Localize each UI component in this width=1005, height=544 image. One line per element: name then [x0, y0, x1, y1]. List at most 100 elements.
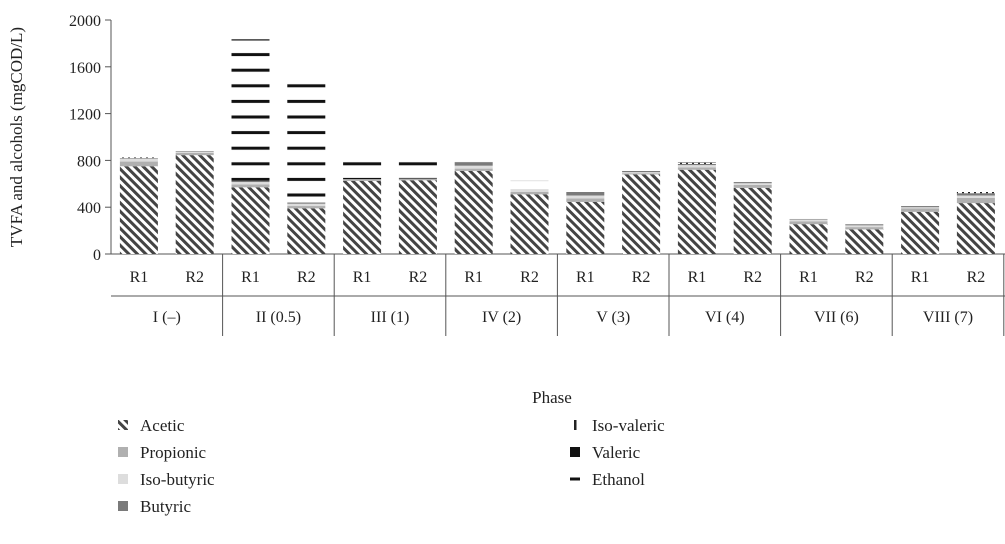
bar-segment-acetic [845, 229, 884, 254]
bar-segment-propionic [175, 152, 214, 156]
bar-segment-ethanol [677, 162, 716, 163]
legend-swatch-propionic [118, 447, 128, 457]
bar-segment-butyric [119, 158, 158, 159]
legend-swatch-acetic [118, 420, 128, 430]
legend-label-butyric: Butyric [140, 497, 191, 516]
x-category-label: R1 [911, 269, 930, 286]
bar-segment-iso-butyric [677, 165, 716, 168]
bar-segment-propionic [119, 161, 158, 167]
bar-segment-butyric [845, 224, 884, 226]
bar-segment-iso-butyric [287, 203, 326, 207]
bar-segment-propionic [343, 179, 382, 181]
bar-segment-propionic [677, 167, 716, 170]
bar-segment-butyric [454, 162, 493, 166]
legend-label-acetic: Acetic [140, 416, 185, 435]
legend-label-propionic: Propionic [140, 443, 207, 462]
bar-segment-acetic [454, 170, 493, 254]
bar-segment-ethanol [175, 150, 214, 152]
x-category-label: R2 [855, 269, 874, 286]
bar-segment-acetic [175, 155, 214, 254]
y-tick-label: 400 [77, 200, 101, 217]
y-tick-label: 2000 [69, 13, 101, 30]
bar-segment-acetic [566, 201, 605, 254]
bar-segment-propionic [287, 206, 326, 209]
legend: Acetic Propionic Iso-butyric Butyric Iso-val… [118, 416, 665, 516]
bar-segment-butyric [901, 206, 940, 208]
bar-segment-acetic [398, 180, 437, 254]
bar-segment-acetic [901, 211, 940, 254]
bar-segment-ethanol [622, 170, 661, 171]
x-category-label: R2 [520, 269, 539, 286]
bar-segment-propionic [956, 197, 995, 204]
bar-segment-acetic [733, 187, 772, 254]
x-axis: R1 R2 R1 R2 R1 R2 R1 R2 R1 R2 R1 R2 R1 R2 R1 R2 I (–) II… [111, 253, 1005, 407]
bar-segment-ethanol [454, 161, 493, 163]
bar-segment-acetic [510, 194, 549, 254]
bar-segment-acetic [231, 187, 270, 254]
bar-segment-butyric [231, 180, 270, 183]
bar-segment-iso-butyric [119, 158, 158, 162]
bar-segment-ethanol [566, 190, 605, 192]
bar-segment-iso-butyric [454, 165, 493, 169]
y-tick-label: 1200 [69, 107, 101, 124]
legend-swatch-ethanol [570, 477, 580, 481]
x-category-label: R2 [967, 269, 986, 286]
legend-swatch-butyric [118, 501, 128, 511]
bar-segment-iso-butyric [789, 219, 828, 222]
x-category-label: R2 [632, 269, 651, 286]
bar-segment-butyric [287, 202, 326, 204]
bar-segment-propionic [231, 184, 270, 188]
x-category-label: R1 [688, 269, 707, 286]
bar-segment-ethanol [287, 72, 326, 203]
bar-segment-butyric [175, 151, 214, 152]
bar-segment-ethanol [956, 190, 995, 192]
x-phase-label: V (3) [596, 309, 630, 326]
bar-segment-propionic [622, 173, 661, 175]
bar-segment-ethanol [845, 223, 884, 225]
bar-segment-ethanol [343, 155, 382, 180]
bar-segment-ethanol [231, 39, 270, 181]
bar-segment-iso-valeric [119, 157, 158, 159]
x-phase-label: VIII (7) [923, 309, 973, 326]
x-axis-dividers [222, 254, 1005, 336]
bar-segment-acetic [343, 180, 382, 254]
bar-segment-ethanol [733, 181, 772, 183]
bar-segment-iso-butyric [231, 182, 270, 185]
bar-segment-acetic [677, 169, 716, 254]
bar-segment-propionic [845, 227, 884, 230]
y-tick-label: 1600 [69, 60, 101, 77]
x-category-label: R1 [241, 269, 260, 286]
x-category-label: R2 [185, 269, 204, 286]
bar-segment-iso-butyric [566, 195, 605, 199]
x-phase-label: II (0.5) [256, 309, 301, 326]
bar-segment-butyric [566, 191, 605, 196]
bar-segment-ethanol [119, 156, 158, 158]
bar-segment-butyric [677, 163, 716, 166]
bar-segment-iso-butyric [175, 151, 214, 153]
x-category-label: R1 [464, 269, 483, 286]
legend-label-iso-valeric: Iso-valeric [592, 416, 665, 435]
x-category-label: R1 [353, 269, 372, 286]
x-category-label: R2 [743, 269, 762, 286]
bar-segment-propionic [454, 168, 493, 171]
bar-segment-acetic [287, 208, 326, 254]
x-category-label: R1 [576, 269, 595, 286]
bar-segment-acetic [622, 174, 661, 254]
x-phase-labels: I (–) II (0.5) III (1) IV (2) V (3) VI (4) VII… [153, 309, 973, 326]
y-ticks: 0 400 800 1200 1600 2000 [69, 13, 111, 264]
bar-segment-iso-butyric [510, 189, 549, 192]
bar-segment-butyric [622, 170, 661, 173]
x-phase-label: VI (4) [705, 309, 745, 326]
y-axis: 0 400 800 1200 1600 2000 TVFA and alcohols (m… [7, 13, 112, 264]
x-category-label: R2 [409, 269, 428, 286]
bar-segment-butyric [733, 182, 772, 184]
bar-segment-propionic [398, 178, 437, 181]
bar-segment-butyric [789, 218, 828, 220]
bar-segment-iso-butyric [845, 225, 884, 228]
bar-segment-propionic [733, 184, 772, 188]
bar-segment-iso-valeric [956, 191, 995, 194]
bar-segment-iso-butyric [733, 183, 772, 185]
bar-segment-iso-butyric [901, 207, 940, 209]
x-category-labels: R1 R2 R1 R2 R1 R2 R1 R2 R1 R2 R1 R2 R1 R2 R1 R2 [130, 269, 986, 286]
